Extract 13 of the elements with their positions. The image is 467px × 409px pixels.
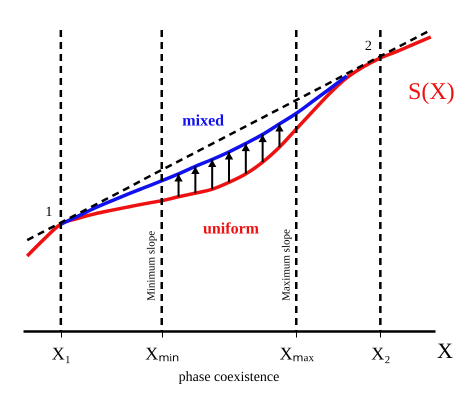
x-tick-label: X₁ [52, 344, 71, 364]
x-tick-label: Xₘₐₓ [280, 344, 315, 364]
annotation: Maximum slope [280, 228, 292, 301]
text: phase coexistence [178, 370, 280, 385]
annotation: Minimum slope [146, 230, 158, 301]
x-axis-title: X [437, 338, 453, 363]
annotation: 2 [364, 38, 372, 54]
x-tick-label: X₂ [371, 344, 390, 364]
y-axis-title: S(X) [408, 79, 455, 105]
series-label: uniform [203, 220, 260, 238]
series-label: mixed [182, 112, 224, 130]
x-tick-label: Xₘᵢₙ [145, 344, 180, 364]
annotation: 1 [45, 205, 52, 220]
